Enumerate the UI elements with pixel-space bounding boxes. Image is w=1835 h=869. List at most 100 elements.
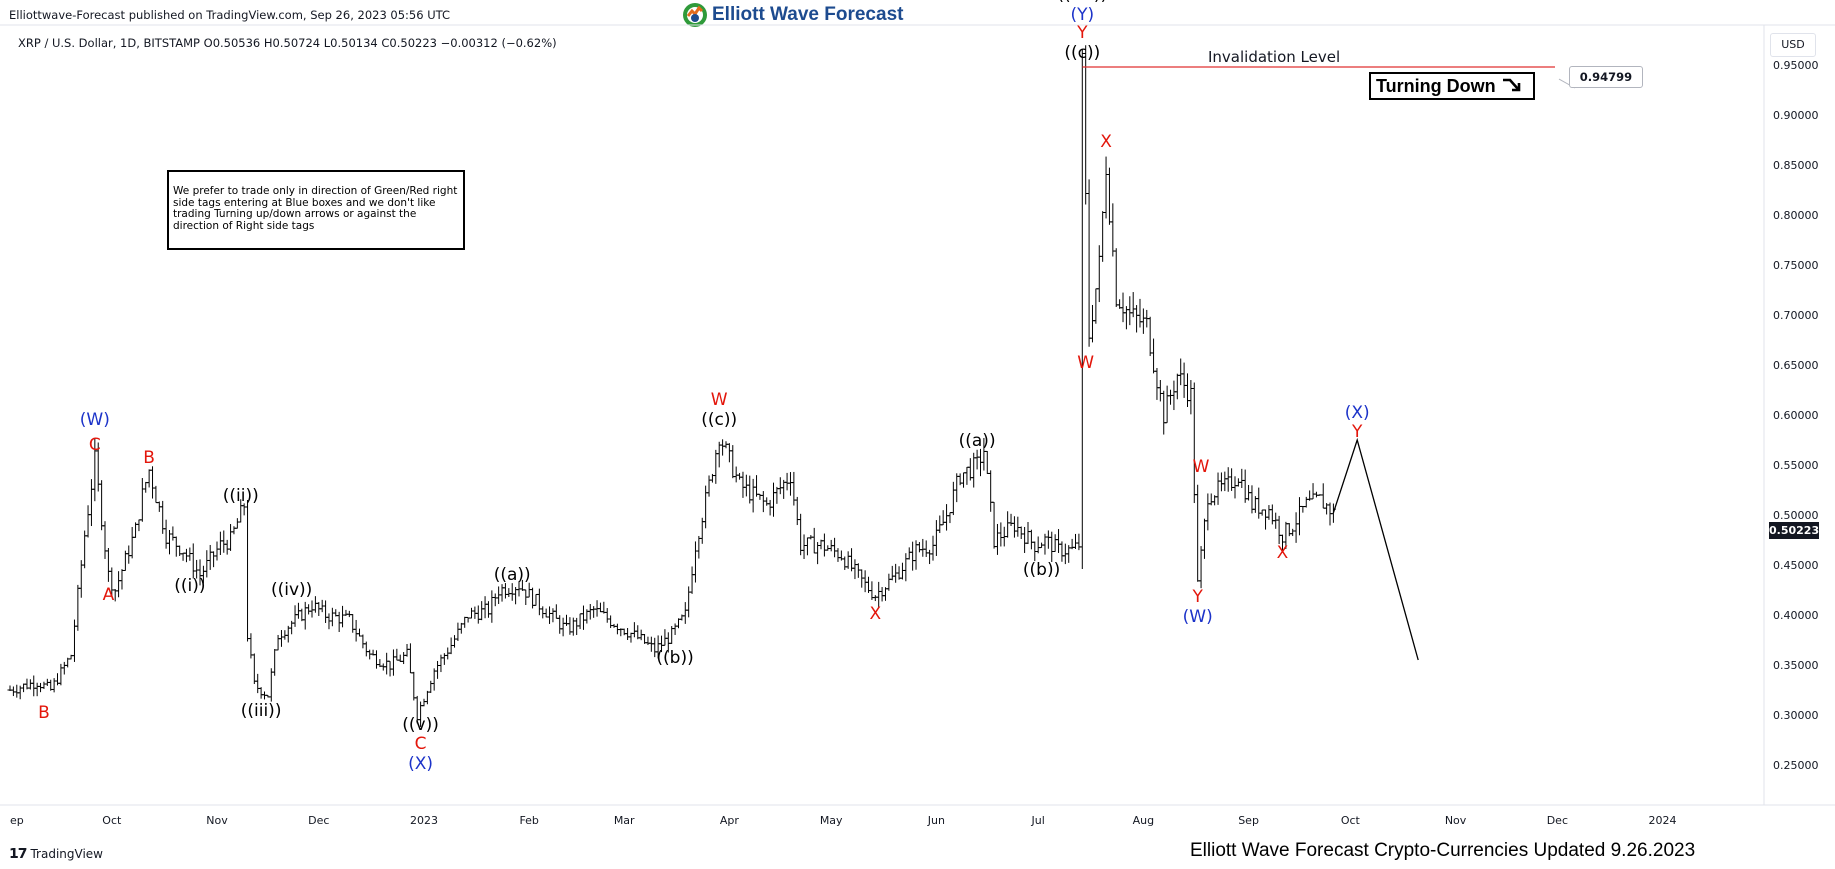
ohlc-bar [251, 653, 257, 685]
ohlc-bar [550, 608, 556, 623]
wave-label: ((ii)) [223, 486, 259, 506]
price-axis-tick: 0.65000 [1773, 359, 1819, 372]
ohlc-bar [706, 475, 712, 497]
ohlc-bar [502, 583, 508, 599]
price-axis-tick: 0.80000 [1773, 209, 1819, 222]
ohlc-bar [621, 628, 627, 636]
ohlc-bar [190, 543, 196, 579]
ohlc-bar [1239, 468, 1245, 489]
ohlc-bar [1025, 522, 1031, 545]
wave-label: C [89, 435, 101, 455]
ohlc-bar [506, 588, 512, 597]
price-axis-tick: 0.35000 [1773, 659, 1819, 672]
ohlc-bar [1147, 316, 1153, 357]
ohlc-bar [1310, 483, 1316, 500]
ohlc-bar [1266, 505, 1272, 520]
ohlc-bar [397, 654, 403, 662]
ohlc-bar [533, 593, 539, 606]
ohlc-bar [1171, 380, 1177, 411]
ohlc-bar [428, 680, 434, 693]
ohlc-bar [1191, 382, 1197, 504]
arrow-turning-down-icon [1502, 78, 1520, 92]
ohlc-bar [991, 501, 997, 549]
ohlc-bar [139, 478, 145, 522]
wave-label: ((iv)) [271, 580, 312, 600]
ohlc-bar [336, 611, 342, 632]
ohlc-bar [1222, 471, 1228, 492]
ohlc-bar [631, 622, 637, 638]
wave-label: A [103, 585, 115, 605]
ohlc-bar [14, 684, 20, 698]
ohlc-bar [764, 497, 770, 506]
ohlc-bar [21, 683, 27, 693]
wave-label: ((v)) [402, 715, 439, 735]
ohlc-bar [272, 649, 278, 676]
brand: Elliott Wave Forecast [682, 2, 903, 28]
ohlc-bar [604, 608, 610, 623]
ohlc-bar [340, 605, 346, 628]
ohlc-bar [1113, 248, 1119, 308]
ohlc-bar [886, 573, 892, 591]
ohlc-bar [163, 519, 169, 549]
price-axis-tick: 0.60000 [1773, 409, 1819, 422]
time-axis-tick: Nov [1445, 814, 1467, 827]
ohlc-bar [1049, 531, 1055, 563]
time-axis-tick: Aug [1133, 814, 1154, 827]
tradingview-logo[interactable]: 𝟭𝟳 TradingView [9, 845, 103, 862]
currency-button[interactable]: USD [1770, 33, 1816, 57]
ohlc-bar [625, 627, 631, 641]
ohlc-bar [323, 600, 329, 623]
ohlc-bar [1269, 504, 1275, 525]
symbol-ohlc-line: XRP / U.S. Dollar, 1D, BITSTAMP O0.50536… [18, 36, 557, 50]
wave-label: (Y) [1070, 5, 1094, 25]
ohlc-bar [146, 469, 152, 488]
invalidation-price-tag: 0.94799 [1569, 66, 1643, 88]
ohlc-bar [1140, 308, 1146, 334]
ohlc-bar [577, 613, 583, 630]
ohlc-bar [58, 663, 64, 686]
ohlc-bar [1015, 516, 1021, 537]
ohlc-bar [801, 534, 807, 560]
ohlc-bar [954, 473, 960, 503]
ohlc-bar [207, 544, 213, 570]
last-price-label: 0.50223 [1769, 522, 1820, 539]
ohlc-bar [1161, 390, 1167, 435]
ohlc-bar [923, 540, 929, 557]
ohlc-bar [947, 512, 953, 524]
ohlc-bar [85, 505, 91, 538]
ohlc-bar [1225, 467, 1231, 492]
ohlc-bar [862, 570, 868, 593]
ohlc-bar [540, 606, 546, 619]
ohlc-bar [988, 470, 994, 512]
ohlc-bar [31, 675, 37, 697]
ohlc-bar [628, 632, 634, 643]
ohlc-bar [302, 601, 308, 630]
ohlc-bar [855, 563, 861, 578]
wave-label: W [1077, 353, 1094, 373]
ohlc-bar [1164, 385, 1170, 424]
ohlc-bar [475, 605, 481, 624]
ohlc-bar [234, 518, 240, 529]
wave-label: W [1193, 457, 1210, 477]
ohlc-bar [716, 441, 722, 468]
time-axis-tick: Nov [206, 814, 228, 827]
ohlc-bar [1035, 536, 1041, 554]
ohlc-bar [1232, 476, 1238, 499]
ohlc-bar [832, 537, 838, 558]
ohlc-bar [278, 630, 284, 647]
ohlc-bar [713, 449, 719, 484]
ohlc-bar [221, 530, 227, 553]
time-axis-tick: Dec [308, 814, 329, 827]
ohlc-bar [1208, 493, 1214, 506]
ohlc-bar [468, 607, 474, 619]
ohlc-bar [1188, 380, 1194, 415]
time-axis-tick: 2023 [410, 814, 438, 827]
wave-label: ((c)) [701, 410, 737, 430]
ohlc-bar [119, 569, 125, 590]
wave-label: Y [1076, 23, 1088, 43]
ohlc-bar [438, 654, 444, 673]
wave-label: (W) [80, 410, 110, 430]
ohlc-bar [730, 445, 736, 479]
tradingview-brand-label: TradingView [30, 846, 103, 861]
